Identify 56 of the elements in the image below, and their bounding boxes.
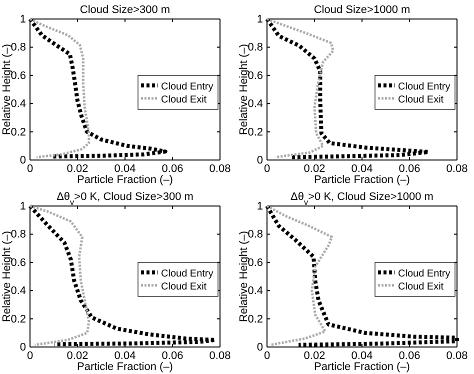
x-axis-title: Particle Fraction (–) [314,361,410,373]
y-tick-label: 0.2 [248,313,263,326]
legend-label: Cloud Entry [161,81,214,92]
y-tick-label: 0 [20,154,26,167]
legend-label: Cloud Exit [161,94,207,106]
y-tick-label: 1 [256,14,263,26]
x-axis-title: Particle Fraction (–) [77,174,173,186]
y-tick-label: 0.8 [10,228,26,241]
legend-label: Cloud Exit [398,281,444,292]
y-tick-label: 0.4 [248,285,263,298]
x-tick-label: 0.08 [209,350,231,362]
x-tick-label: 0.02 [304,350,326,362]
x-tick-label: 0.04 [114,350,136,362]
chart-title: Δθ$_{v}$>0 K, Cloud Size>300 m [56,191,194,206]
x-tick-label: 0.06 [398,162,420,175]
x-tick-label: 0.04 [114,162,136,175]
x-tick-label: 0.02 [66,162,88,175]
y-tick-label: 0.4 [248,98,263,110]
x-axis-title: Particle Fraction (–) [77,361,173,373]
x-tick-label: 0.04 [351,350,373,362]
y-tick-label: 0.4 [10,285,26,298]
x-tick-label: 0.02 [66,350,88,362]
legend-label: Cloud Entry [398,81,450,92]
legend-label: Cloud Exit [398,94,444,106]
y-tick-label: 1 [20,14,26,26]
x-tick-label: 0.02 [304,162,326,175]
x-tick-label: 0.06 [162,162,184,175]
x-tick-label: 0.08 [209,162,231,175]
y-tick-label: 0.2 [10,126,26,138]
y-tick-label: 1 [256,200,263,213]
x-tick-label: 0.04 [351,162,373,175]
y-tick-label: 0 [256,154,263,167]
y-tick-label: 0.6 [248,256,263,269]
x-axis-title: Particle Fraction (–) [314,174,410,186]
chart-title: Δθ$_{v}$>0 K, Cloud Size>1000 m [290,191,434,206]
y-tick-label: 0.2 [248,126,263,138]
y-tick-label: 0.8 [248,228,263,241]
x-tick-label: 0.08 [446,350,468,362]
legend-label: Cloud Entry [398,268,450,280]
y-tick-label: 0.4 [10,98,26,110]
y-tick-label: 0.6 [10,70,26,82]
y-tick-label: 1 [20,200,26,213]
chart-title: Cloud Size>300 m [80,4,170,16]
y-tick-label: 0.8 [10,42,26,54]
y-tick-label: 0 [20,342,26,354]
y-tick-label: 0.8 [248,42,263,54]
y-tick-label: 0.6 [10,256,26,269]
y-tick-label: 0.6 [248,70,263,82]
x-tick-label: 0.06 [162,350,184,362]
legend-label: Cloud Entry [161,268,214,280]
x-tick-label: 0.08 [446,162,468,175]
y-tick-label: 0.2 [10,313,26,326]
x-tick-label: 0.06 [398,350,420,362]
chart-title: Cloud Size>1000 m [314,4,410,16]
y-tick-label: 0 [256,342,263,354]
legend-label: Cloud Exit [161,281,207,292]
